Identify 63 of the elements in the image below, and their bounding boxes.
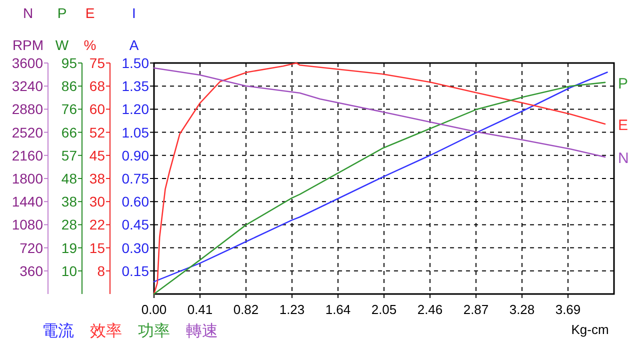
text: N <box>618 150 629 168</box>
text: 轉速 <box>186 322 218 340</box>
y-tick-label: 3600 <box>12 55 44 71</box>
x-tick-label: 0.41 <box>187 302 213 317</box>
y3-axis-title: P W <box>55 5 70 53</box>
text: 功率 <box>138 322 170 340</box>
y-tick-label: 3240 <box>12 78 44 94</box>
y-tick-label: 720 <box>20 240 44 256</box>
text: 效率 <box>90 322 122 340</box>
line-series <box>153 67 606 158</box>
y2-tick-label: 22 <box>89 216 106 233</box>
y-axis-title: N RPM <box>12 5 44 53</box>
x-tick-label: 2.05 <box>371 302 397 317</box>
y-tick-label: 0.15 <box>122 262 150 279</box>
y-tick-label: 360 <box>20 262 44 279</box>
y3-tick-label: 57 <box>61 147 78 164</box>
y3-tick-label: 95 <box>61 55 78 71</box>
y-tick-label: 0.75 <box>122 170 150 186</box>
y-tick-label: 1080 <box>12 216 44 233</box>
y-tick-label: 1.35 <box>122 78 150 94</box>
y2-tick-label: 8 <box>97 262 106 279</box>
y-axis-title: I A <box>129 5 140 53</box>
y2-tick-label: 68 <box>89 78 106 94</box>
y-tick-label: 2520 <box>12 124 44 140</box>
x-tick-label: 3.69 <box>555 302 581 317</box>
x-tick-label: 3.28 <box>509 302 535 317</box>
y-tick-label: 1.05 <box>122 124 150 140</box>
x-tick-label: 1.64 <box>325 302 351 317</box>
y3-tick-label: 86 <box>61 78 78 94</box>
text: 電流 <box>42 322 74 340</box>
y-tick-label: 0.45 <box>122 216 150 233</box>
x-tick-label: 2.46 <box>417 302 443 317</box>
y3-tick-label: 38 <box>61 194 78 210</box>
y3-tick-label: 66 <box>61 124 78 140</box>
y-tick-label: 0.90 <box>122 147 150 164</box>
x-tick-label: 1.23 <box>279 302 305 317</box>
y3-tick-label: 28 <box>61 216 78 233</box>
y2-tick-label: 38 <box>89 170 106 186</box>
y2-tick-label: 75 <box>89 55 106 71</box>
y-tick-label: 2160 <box>12 147 44 164</box>
y-tick-label: 0.30 <box>122 240 150 256</box>
y3-tick-label: 10 <box>61 262 78 279</box>
x-tick-label: 2.87 <box>463 302 489 317</box>
y-tick-label: 1800 <box>12 170 44 186</box>
y-tick-label: 2880 <box>12 101 44 118</box>
y2-tick-label: 52 <box>89 124 106 140</box>
y-tick-label: 0.60 <box>122 194 150 210</box>
y-tick-label: 1440 <box>12 194 44 210</box>
y3-tick-label: 48 <box>61 170 78 186</box>
y3-tick-label: 19 <box>61 240 78 256</box>
y2-axis-title: E % <box>84 5 96 53</box>
y-tick-label: 1.50 <box>122 55 150 71</box>
y-tick-label: 1.20 <box>122 101 150 118</box>
y2-tick-label: 30 <box>89 194 106 210</box>
text: E <box>618 116 628 134</box>
text: P <box>618 75 628 92</box>
y2-tick-label: 60 <box>89 101 106 118</box>
x-axis-title: Kg-cm <box>571 322 609 337</box>
y3-tick-label: 76 <box>61 101 78 118</box>
y2-tick-label: 45 <box>89 147 106 164</box>
y2-tick-label: 15 <box>89 240 106 256</box>
x-tick-label: 0.82 <box>233 302 259 317</box>
x-tick-label: 0.00 <box>141 302 167 317</box>
